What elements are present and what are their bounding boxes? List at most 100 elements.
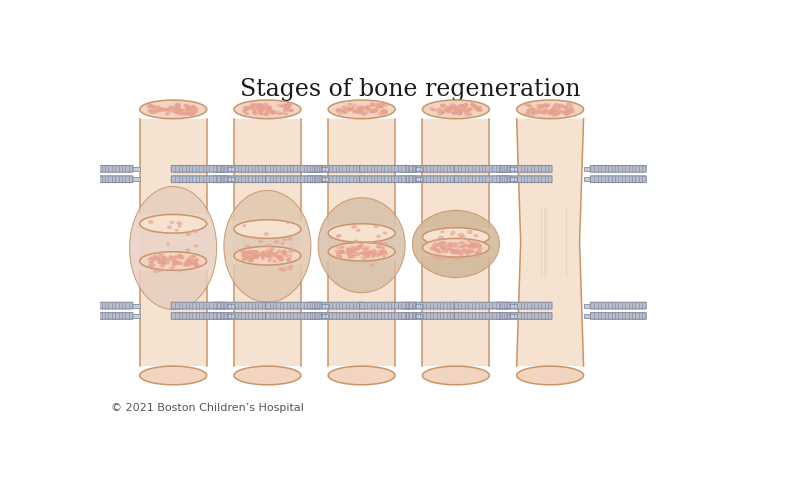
Circle shape [186,262,192,265]
Polygon shape [328,261,395,366]
Polygon shape [301,167,308,171]
Circle shape [444,108,446,110]
Circle shape [539,107,542,108]
Circle shape [266,244,271,247]
Polygon shape [517,119,584,366]
Polygon shape [301,314,308,318]
Circle shape [362,113,366,115]
Circle shape [437,238,441,240]
Circle shape [354,249,357,251]
Circle shape [175,106,181,108]
Circle shape [286,107,290,109]
Circle shape [163,257,168,260]
Circle shape [376,246,380,248]
Circle shape [565,112,568,114]
Circle shape [143,224,151,228]
Circle shape [178,254,182,256]
Circle shape [370,103,375,106]
Circle shape [258,110,262,112]
Circle shape [532,112,534,113]
Circle shape [478,106,482,108]
Circle shape [438,251,442,253]
Polygon shape [584,177,591,181]
Ellipse shape [422,239,490,257]
Circle shape [378,246,380,248]
Circle shape [454,109,457,111]
Text: Stages of bone regeneration: Stages of bone regeneration [240,77,580,100]
Circle shape [458,112,461,114]
Ellipse shape [234,100,301,119]
Circle shape [158,252,163,255]
Circle shape [383,232,386,234]
Circle shape [162,255,170,260]
Circle shape [441,246,444,248]
Circle shape [354,240,358,242]
Circle shape [526,104,530,106]
Circle shape [366,251,371,254]
Circle shape [150,256,154,259]
Circle shape [198,228,203,231]
Circle shape [268,252,274,254]
Circle shape [148,240,157,245]
Circle shape [260,254,265,256]
Circle shape [462,249,468,252]
Circle shape [149,226,159,232]
Circle shape [252,252,258,255]
Ellipse shape [234,366,301,385]
Circle shape [356,246,360,249]
Circle shape [350,251,354,253]
Circle shape [192,255,194,257]
Circle shape [446,109,449,111]
Circle shape [434,109,436,111]
Circle shape [336,245,342,249]
Circle shape [379,103,384,106]
Polygon shape [415,303,422,308]
Circle shape [182,227,188,230]
FancyBboxPatch shape [171,302,227,309]
Circle shape [253,255,258,258]
Circle shape [283,108,288,111]
Circle shape [258,106,263,108]
Circle shape [475,246,478,247]
Circle shape [182,252,187,254]
Circle shape [184,110,188,112]
Circle shape [374,252,376,253]
Circle shape [366,106,370,109]
Circle shape [166,240,172,244]
Circle shape [435,249,439,252]
Ellipse shape [140,100,206,119]
Circle shape [191,261,196,264]
Circle shape [192,229,196,232]
Circle shape [372,109,377,112]
Polygon shape [234,265,301,366]
Circle shape [371,250,376,253]
Polygon shape [490,303,497,308]
Circle shape [563,106,567,108]
Circle shape [166,108,169,110]
Circle shape [153,270,158,273]
Circle shape [360,244,363,246]
Circle shape [152,264,155,266]
Circle shape [274,240,279,243]
FancyBboxPatch shape [266,176,322,182]
FancyBboxPatch shape [214,312,270,319]
Circle shape [182,109,184,111]
Ellipse shape [328,366,395,385]
Circle shape [259,113,263,115]
Circle shape [268,107,271,108]
Circle shape [362,252,366,255]
FancyBboxPatch shape [214,302,270,309]
Ellipse shape [224,191,311,302]
FancyBboxPatch shape [590,312,646,319]
Circle shape [193,260,198,263]
Polygon shape [301,303,308,308]
Circle shape [567,109,572,112]
Circle shape [350,108,354,110]
Ellipse shape [412,210,499,277]
Circle shape [178,111,183,115]
Circle shape [159,224,170,230]
Circle shape [454,244,457,246]
Circle shape [154,255,158,257]
Circle shape [459,104,463,107]
Circle shape [267,254,270,256]
